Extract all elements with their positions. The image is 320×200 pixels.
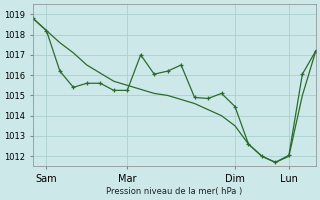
X-axis label: Pression niveau de la mer( hPa ): Pression niveau de la mer( hPa ) bbox=[106, 187, 243, 196]
